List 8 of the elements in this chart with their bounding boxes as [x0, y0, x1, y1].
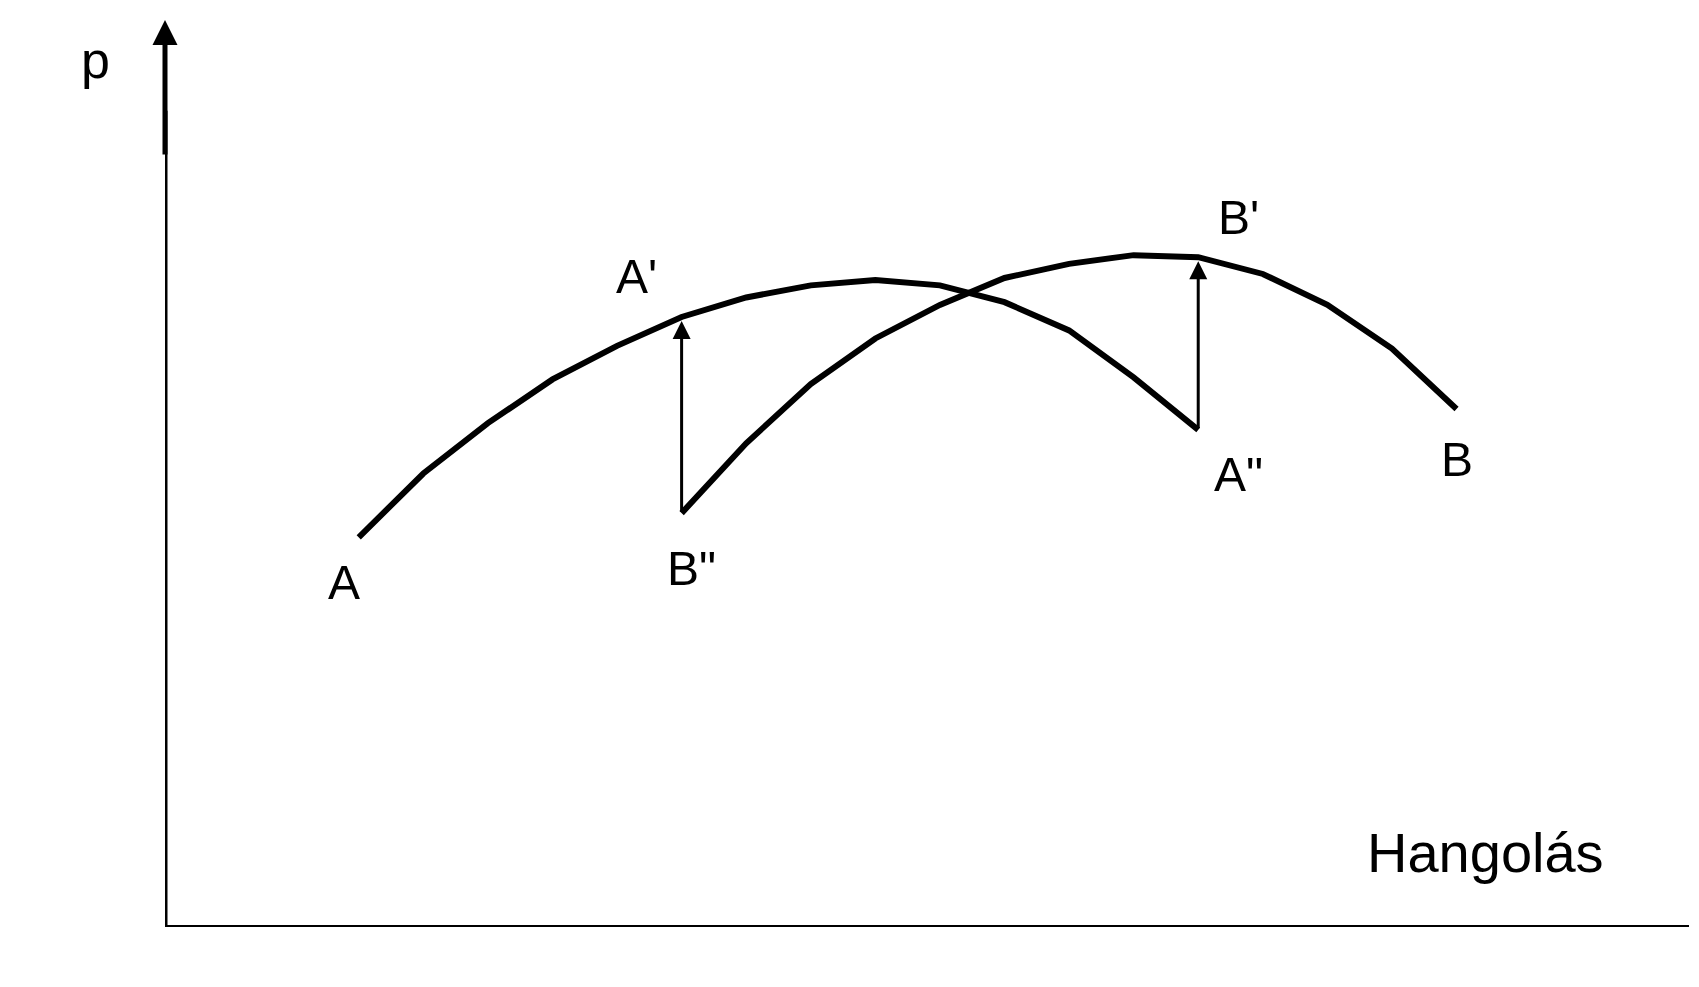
text: B' — [1218, 191, 1260, 244]
annotation: B — [1441, 433, 1474, 486]
annotation: A — [328, 556, 361, 609]
x-axis-title: Hangolás — [1367, 821, 1604, 884]
annotation: A' — [616, 250, 658, 303]
y-axis-title: p — [81, 31, 110, 89]
annotation: A" — [1214, 448, 1264, 501]
annotation: B" — [667, 542, 717, 595]
